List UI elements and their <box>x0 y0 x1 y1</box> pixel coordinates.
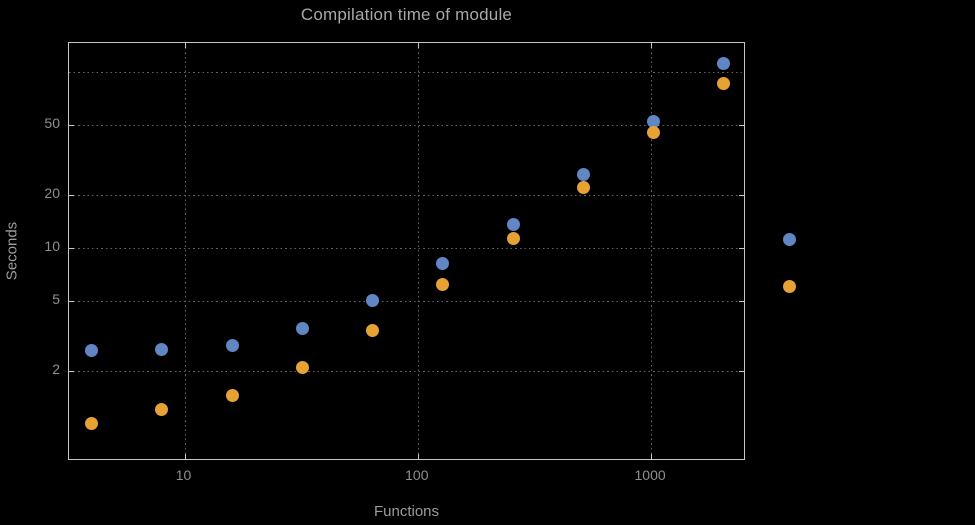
legend <box>783 233 796 295</box>
data-point-series-1 <box>225 338 239 352</box>
y-tick-mark <box>739 370 744 372</box>
data-point-series-2 <box>366 323 380 337</box>
x-gridline <box>651 43 653 459</box>
y-tick-mark <box>739 247 744 249</box>
x-tick-mark <box>184 454 186 459</box>
y-gridline <box>69 71 744 73</box>
data-point-series-2 <box>647 126 660 140</box>
x-tick-label: 1000 <box>634 467 666 483</box>
x-gridline <box>417 43 419 459</box>
y-tick-label: 20 <box>44 184 60 201</box>
x-tick-mark <box>651 43 653 48</box>
y-tick-label: 10 <box>44 237 60 254</box>
y-tick-label: 2 <box>52 360 60 377</box>
data-point-series-1 <box>436 256 450 270</box>
x-tick-mark <box>417 43 419 48</box>
x-tick-label: 100 <box>405 467 429 483</box>
y-tick-label: 50 <box>44 114 60 131</box>
x-tick-mark <box>651 454 653 459</box>
data-point-series-1 <box>506 218 520 232</box>
y-gridline <box>69 370 744 372</box>
data-point-series-2 <box>155 403 169 417</box>
x-tick-mark <box>184 43 186 48</box>
legend-marker-series-2 <box>783 280 796 293</box>
chart-title: Compilation time of module <box>300 5 513 24</box>
y-gridline <box>69 124 744 126</box>
y-tick-mark <box>69 247 74 249</box>
data-point-series-2 <box>85 417 99 431</box>
data-point-series-2 <box>225 388 239 402</box>
data-point-series-1 <box>647 115 660 129</box>
data-point-series-2 <box>436 277 450 291</box>
y-gridline <box>69 247 744 249</box>
x-gridline <box>184 43 186 459</box>
data-point-series-1 <box>155 342 169 356</box>
data-point-series-2 <box>506 232 520 245</box>
y-tick-mark <box>739 300 744 302</box>
data-point-series-2 <box>717 76 731 90</box>
y-tick-mark <box>739 194 744 196</box>
x-tick-mark <box>417 454 419 459</box>
y-gridline <box>69 300 744 302</box>
plot-area <box>68 42 745 460</box>
data-point-series-1 <box>366 294 380 308</box>
data-point-series-2 <box>576 181 590 195</box>
y-tick-mark <box>69 194 74 196</box>
y-tick-label: 5 <box>52 290 60 307</box>
data-point-series-1 <box>717 56 731 70</box>
y-tick-mark <box>739 124 744 126</box>
x-axis-label: Functions <box>373 503 440 520</box>
y-gridline <box>69 194 744 196</box>
y-tick-mark <box>69 370 74 372</box>
y-tick-mark <box>69 300 74 302</box>
data-point-series-1 <box>295 321 309 335</box>
x-tick-label: 10 <box>175 467 192 483</box>
data-point-series-1 <box>85 344 99 358</box>
data-point-series-2 <box>295 360 309 374</box>
legend-marker-series-1 <box>783 233 796 246</box>
y-tick-mark <box>69 124 74 126</box>
data-point-series-1 <box>576 168 590 182</box>
